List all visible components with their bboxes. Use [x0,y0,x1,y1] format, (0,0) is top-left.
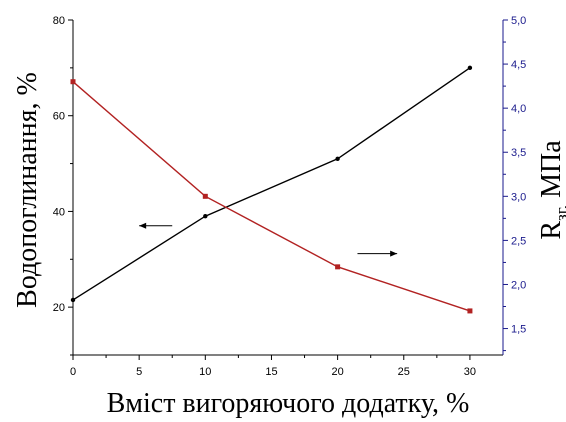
y-right-axis-title-unit: МПа [536,140,566,205]
x-tick-label: 10 [199,366,211,378]
series-1-point [335,264,341,270]
series-0-point [70,297,76,303]
y-right-axis-title-main: R [536,221,566,240]
arrows-layer [139,222,398,257]
series-1-point [202,193,208,199]
x-ticks: 0 5 10 15 20 25 30 [70,355,476,378]
y-right-tick-label: 3,5 [511,147,526,159]
x-tick-label: 30 [464,366,476,378]
y-left-tick-label: 40 [53,206,65,218]
y-right-tick-label: 4,0 [511,103,526,115]
x-tick-label: 20 [331,366,343,378]
x-axis-title: Вміст вигоряючого додатку, % [107,388,470,419]
series-1-line [72,81,471,312]
x-tick-label: 5 [136,366,142,378]
y-right-axis-title-sub: зг, [552,205,566,221]
y-right-tick-label: 5,0 [511,15,526,27]
series-0-line [72,67,471,301]
series-0-point [203,214,208,219]
y-right-tick-label: 2,5 [511,235,526,247]
y-right-tick-label: 3,0 [511,191,526,203]
series-1-point [467,308,473,314]
y-right-ticks: 1,5 2,0 2,5 3,0 3,5 4,0 4,5 5,0 [503,15,526,352]
y-left-tick-label: 20 [53,302,65,314]
x-tick-label: 15 [265,366,277,378]
y-right-tick-label: 2,0 [511,279,526,291]
series-0-point [335,156,340,161]
axes-frame [72,20,504,356]
y-left-axis-title: Водопоглинання, % [12,72,43,308]
x-tick-label: 0 [70,366,76,378]
y-left-ticks: 20 40 60 80 [53,15,73,356]
y-right-axis-title: Rзг, МПа [536,140,566,240]
x-tick-label: 25 [398,366,410,378]
y-right-tick-label: 1,5 [511,324,526,336]
y-left-tick-label: 60 [53,111,65,123]
series-1-point [70,79,76,85]
series-layer [70,65,473,314]
y-left-tick-label: 80 [53,15,65,27]
y-right-tick-label: 4,5 [511,59,526,71]
arrow-right-head [390,250,398,257]
series-0-point [467,65,473,71]
arrow-left-head [139,222,147,229]
